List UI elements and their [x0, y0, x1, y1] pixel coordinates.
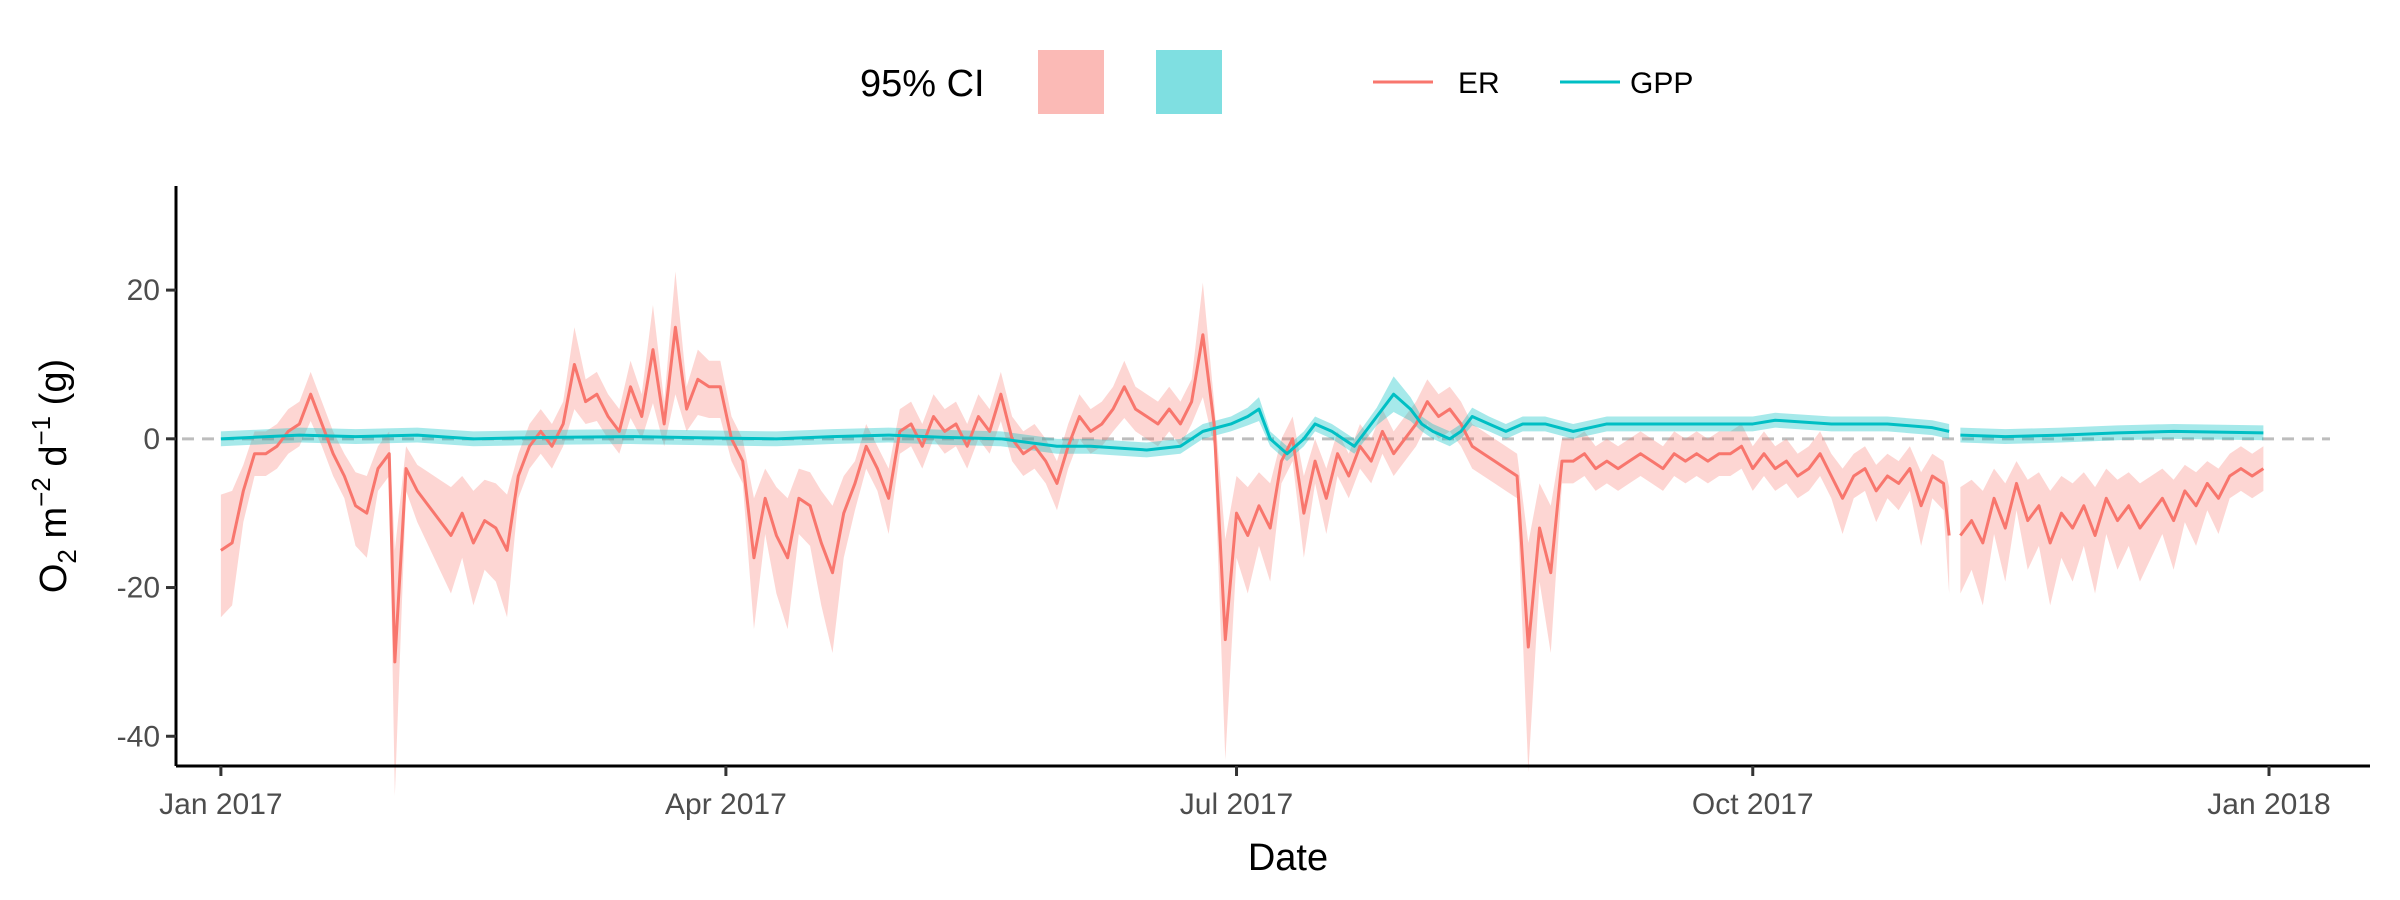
legend-ci-title: 95% CI: [860, 63, 985, 105]
x-tick-label: Apr 2017: [665, 788, 787, 821]
y-axis-title-part: m: [33, 507, 75, 549]
ci-band-gpp-0: [220, 376, 1950, 462]
legend-label-er: ER: [1458, 67, 1500, 100]
x-tick-label: Oct 2017: [1692, 788, 1814, 821]
plot-area: [182, 271, 2330, 796]
ci-band-er-1: [1960, 446, 2264, 606]
y-axis-ticks: 20 0 -20 -40: [117, 274, 176, 753]
ci-band-er-0: [220, 271, 1950, 796]
y-axis-title-part: −2: [26, 477, 56, 507]
legend-ci-swatch-gpp: [1156, 50, 1222, 114]
series-line-er-0: [220, 325, 1951, 664]
x-tick-label: Jan 2018: [2207, 788, 2330, 821]
y-tick-label: -20: [117, 572, 160, 605]
legend: 95% CI ER GPP: [860, 50, 1693, 114]
legend-ci-swatch-er: [1038, 50, 1104, 114]
x-axis-ticks: Jan 2017 Apr 2017 Jul 2017 Oct 2017 Jan 2018: [159, 766, 2331, 821]
y-tick-label: -40: [117, 720, 160, 753]
legend-label-gpp: GPP: [1630, 67, 1693, 100]
y-tick-label: 0: [143, 423, 160, 456]
series-line-gpp-0: [220, 392, 1950, 456]
series-line-er-1: [1959, 467, 2265, 545]
y-axis-title-part: (g): [33, 359, 75, 416]
x-tick-label: Jan 2017: [159, 788, 282, 821]
y-axis-title-part: d: [33, 446, 75, 478]
y-axis-title-part: O: [33, 564, 75, 594]
y-axis-title-part: 2: [52, 549, 82, 563]
y-axis-title: O2 m−2 d−1 (g): [26, 359, 82, 593]
x-tick-label: Jul 2017: [1180, 788, 1293, 821]
series-line-gpp-1: [1960, 429, 2264, 439]
x-axis-title: Date: [1248, 837, 1328, 879]
y-axis-title-part: −1: [26, 416, 56, 446]
y-tick-label: 20: [127, 274, 160, 307]
